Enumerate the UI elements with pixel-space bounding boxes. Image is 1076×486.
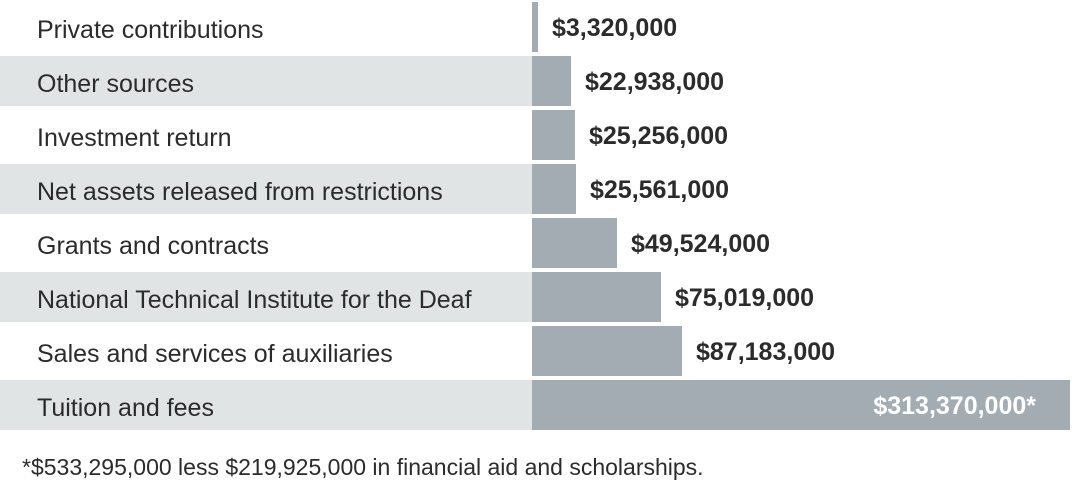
row-band xyxy=(0,2,532,52)
value-label: $22,938,000 xyxy=(585,68,725,96)
bar xyxy=(532,272,661,322)
bar xyxy=(532,326,682,376)
value-label: $49,524,000 xyxy=(631,230,771,258)
bar xyxy=(532,2,538,52)
bar xyxy=(532,218,617,268)
chart-footnote: *$533,295,000 less $219,925,000 in finan… xyxy=(22,454,704,480)
bar xyxy=(532,380,1070,430)
value-label: $3,320,000 xyxy=(552,14,678,42)
category-label: Grants and contracts xyxy=(37,232,270,260)
row-band xyxy=(0,380,532,430)
bar xyxy=(532,164,576,214)
category-label: Private contributions xyxy=(37,16,264,44)
value-label: $75,019,000 xyxy=(675,284,815,312)
bar xyxy=(532,56,571,106)
row-band xyxy=(0,326,532,376)
category-label: Other sources xyxy=(37,70,195,98)
row-band xyxy=(0,272,532,322)
value-label: $25,561,000 xyxy=(590,176,730,204)
value-label: $25,256,000 xyxy=(589,122,729,150)
value-label: $313,370,000* xyxy=(873,392,1036,420)
row-band xyxy=(0,164,532,214)
category-label: Investment return xyxy=(37,124,232,152)
row-band xyxy=(0,218,532,268)
row-band xyxy=(0,56,532,106)
category-label: National Technical Institute for the Dea… xyxy=(37,286,472,314)
category-label: Tuition and fees xyxy=(37,394,214,422)
category-label: Sales and services of auxiliaries xyxy=(37,340,393,368)
row-band xyxy=(0,110,532,160)
category-label: Net assets released from restrictions xyxy=(37,178,443,206)
bar xyxy=(532,110,575,160)
value-label: $87,183,000 xyxy=(696,338,836,366)
